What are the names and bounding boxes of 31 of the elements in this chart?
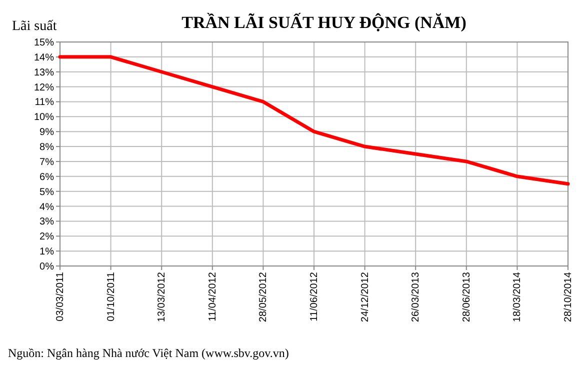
y-tick-label: 13%: [34, 67, 54, 78]
x-tick-label: 11/04/2012: [207, 272, 218, 322]
y-tick-label: 4%: [40, 202, 54, 213]
y-tick-label: 8%: [40, 142, 54, 154]
y-tick-label: 1%: [40, 246, 54, 258]
y-tick-label: 10%: [34, 112, 54, 124]
y-tick-label: 2%: [40, 232, 54, 243]
y-tick-label: 0%: [40, 262, 54, 272]
x-tick-label: 26/03/2013: [410, 272, 422, 322]
chart-title: TRẦN LÃI SUẤT HUY ĐỘNG (NĂM): [182, 12, 466, 32]
text: Nguồn: Ngân hàng Nhà nước Việt Nam (www.sbv.gov.vn): [8, 346, 289, 360]
x-tick-label: 01/10/2011: [106, 272, 117, 322]
y-tick-label: 6%: [40, 172, 54, 183]
y-tick-label: 7%: [40, 156, 54, 168]
y-tick-label: 15%: [34, 38, 54, 48]
x-tick-label: 18/03/2014: [512, 272, 524, 322]
x-tick-label: 13/03/2012: [156, 272, 168, 322]
x-tick-label: 03/03/2011: [55, 272, 66, 322]
line-series: [58, 55, 570, 186]
x-tick-label: 28/05/2012: [258, 272, 270, 322]
y-tick-label: 14%: [34, 52, 54, 64]
y-axis-title: Lãi suất: [12, 19, 57, 34]
x-tick-label: 28/10/2014: [563, 272, 574, 322]
y-tick-label: 12%: [34, 82, 54, 94]
y-tick-label: 3%: [40, 216, 54, 228]
y-tick-label: 9%: [40, 127, 54, 138]
x-tick-label: 28/06/2013: [461, 272, 472, 322]
y-tick-label: 5%: [40, 186, 54, 198]
x-tick-label: 11/06/2012: [309, 272, 320, 322]
y-tick-label: 11%: [34, 97, 54, 108]
x-tick-label: 24/12/2012: [360, 272, 371, 322]
